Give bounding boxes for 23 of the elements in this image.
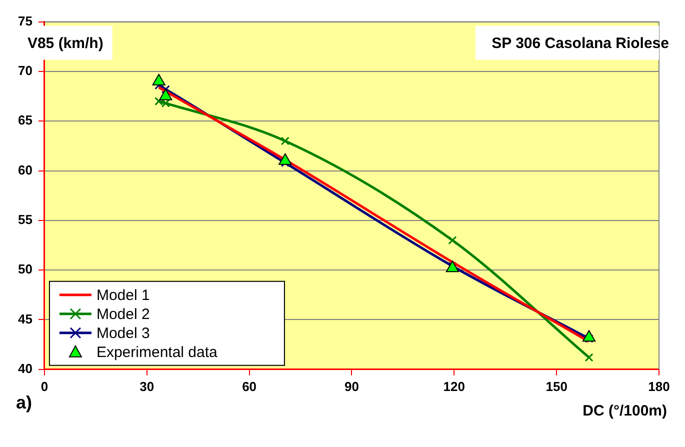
text: SP 306 Casolana Riolese bbox=[492, 34, 669, 52]
y-tick-label: 50 bbox=[18, 262, 32, 277]
x-tick-label: 30 bbox=[140, 378, 154, 394]
legend-label: Model 1 bbox=[96, 287, 150, 304]
x-tick-label: 120 bbox=[443, 378, 466, 394]
x-tick-label: 150 bbox=[546, 378, 568, 394]
y-tick-label: 60 bbox=[18, 162, 32, 178]
y-tick-label: 65 bbox=[18, 112, 32, 128]
x-tick-label: 180 bbox=[648, 378, 670, 394]
text: a) bbox=[16, 392, 32, 412]
y-tick-label: 70 bbox=[18, 63, 32, 78]
legend-label: Model 3 bbox=[96, 325, 150, 342]
x-axis-title: DC (°/100m) bbox=[582, 402, 667, 420]
y-tick-label: 45 bbox=[18, 311, 32, 326]
x-tick-label: 0 bbox=[40, 378, 48, 394]
y-tick-label: 55 bbox=[18, 212, 32, 228]
y-tick-label: 40 bbox=[18, 360, 32, 376]
legend-label: Experimental data bbox=[96, 344, 218, 362]
y-axis-title: V85 (km/h) bbox=[27, 34, 104, 52]
x-tick-label: 60 bbox=[242, 378, 257, 394]
legend-label: Model 2 bbox=[96, 306, 150, 324]
y-tick-label: 75 bbox=[18, 13, 32, 28]
x-tick-label: 90 bbox=[344, 378, 359, 394]
